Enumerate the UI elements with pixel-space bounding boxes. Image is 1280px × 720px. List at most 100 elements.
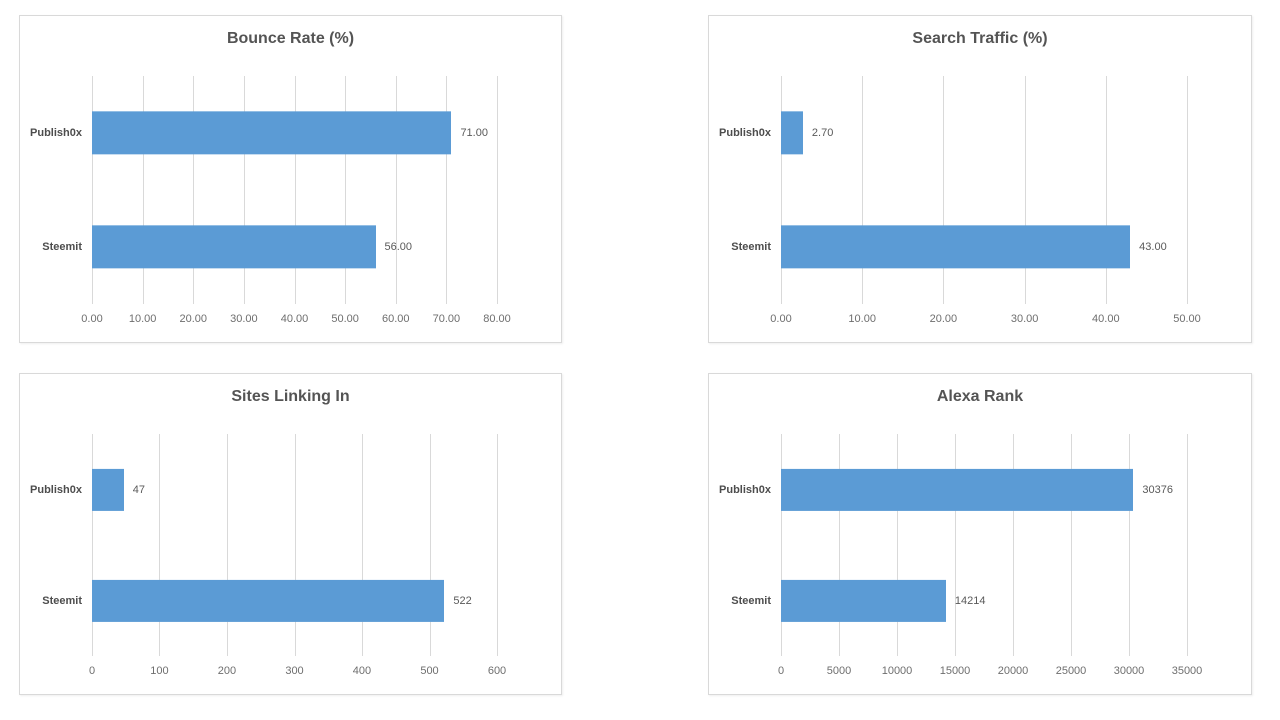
gridline — [92, 76, 93, 304]
gridline — [781, 434, 782, 656]
gridline — [839, 434, 840, 656]
x-tick-label: 500 — [420, 665, 439, 677]
x-tick-label: 0.00 — [770, 313, 792, 325]
x-axis: 0 5000 10000 15000 20000 25000 30000 35000 — [777, 656, 1202, 694]
gridline — [862, 76, 864, 304]
gridline — [781, 76, 782, 304]
x-tick-label: 40.00 — [280, 313, 309, 325]
bar-row: 30376 — [781, 434, 1187, 545]
x-tick-label: 25000 — [1055, 665, 1087, 677]
x-tick-label: 100 — [150, 665, 169, 677]
category-label-steemit: Steemit — [42, 594, 82, 607]
chart-body: Publish0x Steemit 71.00 56.00 — [20, 52, 561, 304]
bar-value-label: 47 — [132, 483, 145, 496]
gridline — [193, 76, 195, 304]
chart-title: Search Traffic (%) — [912, 30, 1048, 47]
gridline — [429, 434, 431, 656]
category-label-publish0x: Publish0x — [719, 127, 771, 139]
gridline — [1071, 434, 1072, 656]
gridline — [361, 434, 363, 656]
bar-value-label: 30376 — [1142, 483, 1173, 496]
gridline — [294, 76, 296, 304]
x-tick-label: 0 — [88, 665, 96, 677]
bar-steemit — [92, 579, 445, 622]
x-tick-label: 5000 — [826, 665, 852, 677]
gridline — [497, 434, 498, 656]
category-label-steemit: Steemit — [731, 241, 771, 253]
chart-panel-bounce-rate: Bounce Rate (%) Publish0x Steemit 71.00 56… — [19, 15, 562, 343]
gridline — [897, 434, 898, 656]
gridline — [1013, 434, 1014, 656]
plot-area: 2.70 43.00 — [781, 76, 1188, 304]
bar-value-label: 2.70 — [811, 127, 834, 139]
chart-body: Publish0x Steemit 2.70 43.00 — [709, 52, 1251, 304]
bar-value-label: 56.00 — [384, 241, 413, 253]
gridline — [243, 76, 245, 304]
x-tick-label: 40.00 — [1092, 313, 1120, 325]
chart-body: Publish0x Steemit 30376 14214 — [709, 410, 1251, 656]
bar-publish0x — [92, 468, 124, 511]
x-tick-label: 400 — [352, 665, 372, 677]
gridline — [943, 76, 945, 304]
bar-row: 2.70 — [781, 76, 1187, 190]
bar-row: 56.00 — [92, 190, 497, 304]
bar-publish0x — [781, 468, 1134, 511]
bar-steemit — [781, 225, 1131, 269]
x-tick-label: 80.00 — [483, 313, 511, 325]
category-axis: Publish0x Steemit — [709, 76, 781, 304]
gridline — [1187, 76, 1188, 304]
category-axis: Publish0x Steemit — [20, 434, 92, 656]
bar-value-label: 71.00 — [460, 127, 488, 139]
x-tick-label: 50.00 — [331, 313, 359, 325]
category-label-publish0x: Publish0x — [30, 483, 82, 496]
x-axis: 0 100 200 300 400 500 600 — [88, 656, 506, 694]
bar-publish0x — [781, 111, 803, 155]
gridline — [1129, 434, 1130, 656]
x-tick-label: 30000 — [1113, 665, 1145, 677]
category-axis: Publish0x Steemit — [709, 434, 781, 656]
gridline — [92, 434, 93, 656]
x-tick-label: 600 — [487, 665, 507, 677]
chart-panel-search-traffic: Search Traffic (%) Publish0x Steemit 2.70… — [708, 15, 1252, 343]
gridline — [395, 76, 397, 304]
bar-steemit — [781, 579, 946, 622]
x-axis: 0.00 10.00 20.00 30.00 40.00 50.00 60.00 70.00 8… — [81, 304, 510, 342]
chart-title: Bounce Rate (%) — [226, 30, 355, 47]
chart-body: Publish0x Steemit 47 522 — [20, 410, 561, 656]
category-label-steemit: Steemit — [731, 594, 771, 607]
chart-title: Sites Linking In — [231, 388, 350, 405]
x-tick-label: 10.00 — [848, 313, 876, 325]
bar-row: 71.00 — [92, 76, 497, 190]
gridline — [955, 434, 956, 656]
bar-value-label: 14214 — [954, 594, 986, 607]
x-tick-label: 20000 — [997, 665, 1029, 677]
gridline — [226, 434, 228, 656]
bar-row: 522 — [92, 545, 497, 656]
plot-area: 71.00 56.00 — [92, 76, 498, 304]
bar-value-label: 43.00 — [1139, 241, 1167, 253]
x-tick-label: 300 — [285, 665, 304, 677]
gridline — [497, 76, 498, 304]
bar-value-label: 522 — [453, 594, 472, 607]
gridline — [446, 76, 448, 304]
x-tick-label: 35000 — [1171, 665, 1203, 677]
x-tick-label: 15000 — [939, 665, 971, 677]
category-axis: Publish0x Steemit — [20, 76, 92, 304]
x-tick-label: 20.00 — [929, 313, 958, 325]
category-label-publish0x: Publish0x — [30, 127, 82, 139]
gridline — [345, 76, 347, 304]
bar-row: 47 — [92, 434, 497, 545]
gridline — [142, 76, 144, 304]
x-tick-label: 70.00 — [432, 313, 461, 325]
x-tick-label: 0 — [777, 665, 785, 677]
gridline — [1187, 434, 1188, 656]
bar-publish0x — [92, 111, 452, 155]
plot-area: 30376 14214 — [781, 434, 1188, 656]
x-tick-label: 10000 — [881, 665, 913, 677]
x-tick-label: 10.00 — [128, 313, 157, 325]
x-tick-label: 200 — [217, 665, 237, 677]
chart-title: Alexa Rank — [936, 388, 1024, 405]
bar-steemit — [92, 225, 376, 269]
category-label-steemit: Steemit — [42, 241, 82, 253]
